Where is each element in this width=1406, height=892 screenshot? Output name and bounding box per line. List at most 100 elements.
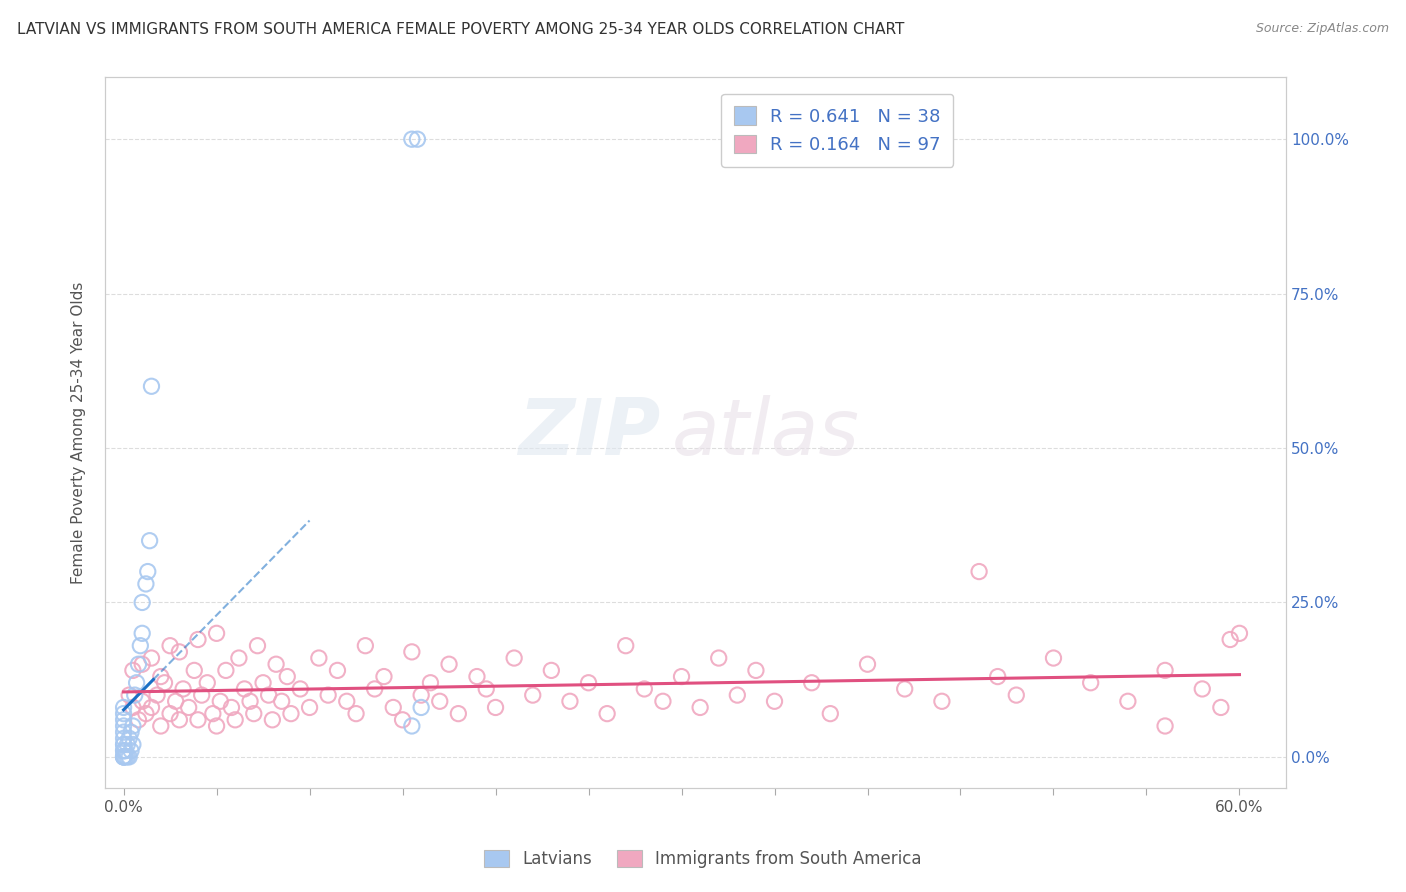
- Text: Source: ZipAtlas.com: Source: ZipAtlas.com: [1256, 22, 1389, 36]
- Point: [112, 738, 135, 752]
- Point: [290, 681, 312, 696]
- Y-axis label: Female Poverty Among 25-34 Year Olds: Female Poverty Among 25-34 Year Olds: [72, 281, 86, 583]
- Point: [112, 750, 135, 764]
- Point: [141, 700, 163, 714]
- Point: [308, 651, 330, 665]
- Point: [127, 657, 149, 672]
- Point: [354, 639, 377, 653]
- Point: [262, 713, 284, 727]
- Point: [131, 694, 153, 708]
- Point: [745, 664, 768, 678]
- Point: [112, 719, 135, 733]
- Point: [725, 688, 748, 702]
- Point: [190, 688, 212, 702]
- Point: [209, 694, 232, 708]
- Point: [122, 700, 145, 714]
- Point: [596, 706, 619, 721]
- Point: [136, 565, 159, 579]
- Point: [169, 645, 191, 659]
- Point: [651, 694, 673, 708]
- Point: [131, 657, 153, 672]
- Point: [122, 664, 145, 678]
- Point: [221, 700, 243, 714]
- Point: [252, 675, 274, 690]
- Point: [1154, 664, 1177, 678]
- Point: [411, 688, 433, 702]
- Point: [707, 651, 730, 665]
- Point: [124, 688, 146, 702]
- Point: [141, 651, 163, 665]
- Point: [153, 675, 176, 690]
- Point: [411, 700, 433, 714]
- Point: [689, 700, 711, 714]
- Point: [112, 744, 135, 758]
- Point: [264, 657, 287, 672]
- Point: [131, 595, 153, 609]
- Point: [201, 706, 224, 721]
- Point: [138, 533, 160, 548]
- Point: [1080, 675, 1102, 690]
- Point: [114, 750, 136, 764]
- Point: [135, 706, 157, 721]
- Point: [177, 700, 200, 714]
- Point: [326, 664, 349, 678]
- Text: LATVIAN VS IMMIGRANTS FROM SOUTH AMERICA FEMALE POVERTY AMONG 25-34 YEAR OLDS CO: LATVIAN VS IMMIGRANTS FROM SOUTH AMERICA…: [17, 22, 904, 37]
- Point: [122, 738, 145, 752]
- Point: [1005, 688, 1028, 702]
- Point: [112, 713, 135, 727]
- Point: [146, 688, 169, 702]
- Point: [336, 694, 359, 708]
- Point: [205, 719, 228, 733]
- Point: [120, 744, 142, 758]
- Point: [671, 669, 693, 683]
- Point: [114, 744, 136, 758]
- Point: [118, 750, 141, 764]
- Point: [856, 657, 879, 672]
- Text: atlas: atlas: [672, 394, 859, 471]
- Point: [195, 675, 218, 690]
- Point: [1154, 719, 1177, 733]
- Point: [429, 694, 451, 708]
- Point: [382, 700, 405, 714]
- Legend: R = 0.641   N = 38, R = 0.164   N = 97: R = 0.641 N = 38, R = 0.164 N = 97: [721, 94, 953, 167]
- Point: [165, 694, 187, 708]
- Point: [239, 694, 262, 708]
- Point: [401, 719, 423, 733]
- Point: [112, 725, 135, 739]
- Point: [117, 738, 139, 752]
- Point: [614, 639, 637, 653]
- Point: [406, 132, 429, 146]
- Point: [391, 713, 413, 727]
- Point: [112, 750, 135, 764]
- Point: [131, 626, 153, 640]
- Point: [465, 669, 488, 683]
- Point: [141, 379, 163, 393]
- Point: [112, 750, 135, 764]
- Point: [298, 700, 321, 714]
- Point: [172, 681, 194, 696]
- Point: [257, 688, 280, 702]
- Point: [800, 675, 823, 690]
- Point: [242, 706, 264, 721]
- Point: [270, 694, 292, 708]
- Point: [1229, 626, 1251, 640]
- Point: [112, 700, 135, 714]
- Point: [118, 688, 141, 702]
- Point: [122, 719, 145, 733]
- Point: [125, 675, 148, 690]
- Point: [401, 645, 423, 659]
- Point: [1219, 632, 1241, 647]
- Point: [112, 706, 135, 721]
- Point: [540, 664, 562, 678]
- Legend: Latvians, Immigrants from South America: Latvians, Immigrants from South America: [478, 843, 928, 875]
- Point: [1042, 651, 1064, 665]
- Point: [558, 694, 581, 708]
- Point: [503, 651, 526, 665]
- Point: [475, 681, 498, 696]
- Point: [127, 713, 149, 727]
- Point: [633, 681, 655, 696]
- Point: [169, 713, 191, 727]
- Point: [344, 706, 367, 721]
- Point: [159, 639, 181, 653]
- Point: [578, 675, 600, 690]
